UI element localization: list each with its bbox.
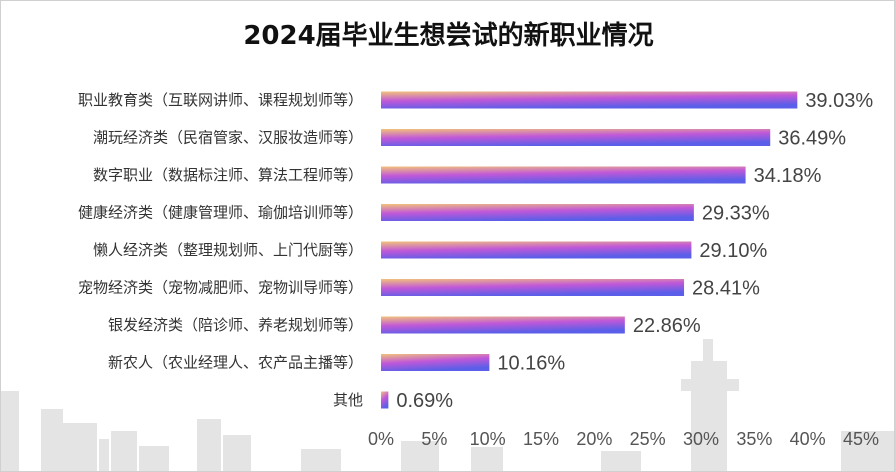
value-label: 34.18% [754, 165, 822, 187]
x-tick-label: 35% [736, 429, 772, 449]
category-label: 健康经济类（健康管理师、瑜伽培训师等） [78, 204, 363, 222]
x-tick-label: 5% [421, 429, 447, 449]
chart-title: 2024届毕业生想尝试的新职业情况 [243, 21, 654, 51]
category-label: 数字职业（数据标注师、算法工程师等） [93, 166, 363, 184]
category-label: 其他 [333, 391, 363, 409]
x-tick-label: 25% [630, 429, 666, 449]
bar [381, 241, 692, 259]
x-tick-label: 0% [368, 429, 394, 449]
category-label: 职业教育类（互联网讲师、课程规划师等） [78, 91, 363, 109]
bar [381, 279, 685, 296]
value-label: 29.10% [699, 240, 767, 262]
category-label: 银发经济类（陪诊师、养老规划师等） [108, 316, 363, 334]
bar [381, 129, 771, 146]
x-tick-label: 40% [790, 429, 826, 449]
background-skyline-decoration [1, 339, 894, 471]
bar [381, 316, 625, 334]
value-label: 28.41% [692, 278, 760, 300]
value-label: 29.33% [702, 203, 770, 225]
x-tick-label: 45% [843, 429, 879, 449]
bar [381, 354, 490, 371]
category-label: 宠物经济类（宠物减肥师、宠物训导师等） [78, 279, 363, 297]
x-tick-label: 15% [523, 429, 559, 449]
value-label: 0.69% [396, 390, 453, 412]
bar [381, 204, 694, 221]
bar [381, 91, 798, 109]
x-tick-label: 30% [683, 429, 719, 449]
value-label: 22.86% [633, 315, 701, 337]
category-label: 懒人经济类（整理规划师、上门代厨等） [93, 241, 363, 259]
value-label: 39.03% [805, 90, 873, 112]
bar [381, 166, 746, 184]
x-tick-label: 20% [576, 429, 612, 449]
x-tick-label: 10% [470, 429, 506, 449]
bar [381, 391, 389, 409]
category-label: 新农人（农业经理人、农产品主播等） [108, 354, 363, 372]
value-label: 36.49% [778, 128, 846, 150]
category-label: 潮玩经济类（民宿管家、汉服妆造师等） [93, 129, 363, 147]
value-label: 10.16% [497, 353, 565, 375]
